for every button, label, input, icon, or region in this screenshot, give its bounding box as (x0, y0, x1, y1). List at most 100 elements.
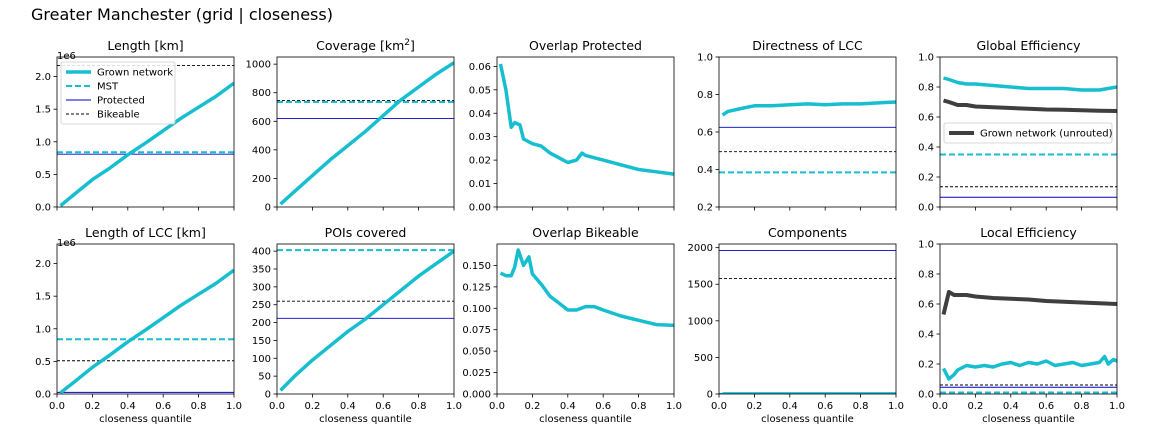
unrouted-series-line (941, 290, 1117, 315)
subplot-title: Components (768, 225, 847, 240)
grown-series-line (59, 268, 234, 394)
x-tick-label: 0.2 (84, 401, 100, 412)
y-tick-label: 0.03 (469, 132, 491, 143)
y-tick-label: 0.06 (469, 62, 491, 73)
x-tick-label: 0.8 (411, 401, 427, 412)
x-tick-label: 0.4 (560, 401, 576, 412)
axes-frame (718, 243, 897, 395)
legend-label: Grown network (unrouted) (980, 129, 1113, 140)
grown-series-line (499, 248, 674, 328)
y-tick-label: 200 (252, 318, 271, 329)
y-tick-label: 0.050 (462, 347, 491, 358)
y-tick-label: 0.0 (35, 390, 51, 401)
y-tick-label: 0.01 (469, 179, 491, 190)
subplot-title: Overlap Bikeable (532, 225, 639, 240)
y-tick-label: 1.0 (918, 53, 934, 64)
y-tick-label: 0.02 (469, 156, 491, 167)
subplot: Components 0 500 1000 1500 2000 0.0 0.2 0.4 0.6 0.… (688, 225, 904, 425)
y-tick-label: 200 (252, 174, 271, 185)
y-tick-label: 1.0 (35, 324, 51, 335)
y-tick-label: 0.6 (918, 300, 934, 311)
y-tick-label: 0.5 (35, 170, 51, 181)
x-axis-label: closeness quantile (982, 414, 1075, 425)
grown-series-line (498, 63, 674, 176)
x-tick-label: 1.0 (226, 401, 242, 412)
unrouted-series-line (942, 98, 1117, 113)
subplot: Overlap Bikeable 0.000 0.025 0.050 0.075 0.10… (462, 225, 682, 425)
legend-label: Protected (97, 96, 145, 107)
grown-series-line (721, 100, 896, 117)
y-tick-label: 50 (258, 372, 271, 383)
subplot: Directness of LCC 0.2 0.4 0.6 0.8 1.0 (697, 38, 897, 214)
grown-series-line (59, 81, 234, 207)
y-tick-label: 0.4 (697, 165, 713, 176)
x-tick-label: 0.2 (967, 401, 983, 412)
y-tick-label: 0.8 (918, 270, 934, 281)
axes-frame (276, 243, 455, 395)
y-tick-label: 0.05 (469, 85, 491, 96)
y-tick-label: 2000 (688, 243, 713, 254)
x-tick-label: 0.4 (120, 401, 136, 412)
y-tick-label: 0.0 (918, 203, 934, 214)
y-tick-label: 400 (252, 145, 271, 156)
subplot: Length of LCC [km] 0.0 0.5 1.0 1.5 2.0 1e6 0.0 0… (35, 225, 242, 425)
y-tick-label: 0.000 (462, 390, 491, 401)
subplot-title: Coverage [km2] (316, 38, 415, 53)
y-tick-label: 500 (694, 353, 713, 364)
y-tick-label: 0.6 (918, 113, 934, 124)
subplot-title: Length [km] (107, 38, 183, 53)
subplot: Global Efficiency 0.0 0.2 0.4 0.6 0.8 1.0 Grown… (918, 38, 1118, 214)
subplot: Overlap Protected 0.00 0.01 0.02 0.03 0.04 0.0… (469, 38, 675, 214)
y-tick-label: 0.0 (35, 203, 51, 214)
y-tick-label: 600 (252, 117, 271, 128)
figure-title: Greater Manchester (grid | closeness) (31, 5, 333, 24)
grown-series-line (279, 249, 454, 392)
y-tick-label: 1.0 (918, 240, 934, 251)
subplot-title: Global Efficiency (976, 38, 1081, 53)
y-tick-label: 0.4 (918, 143, 934, 154)
y-tick-label: 0.8 (697, 90, 713, 101)
x-tick-label: 0.0 (49, 401, 65, 412)
x-tick-label: 0.6 (595, 401, 611, 412)
y-tick-label: 2.0 (35, 72, 51, 83)
y-tick-label: 0 (265, 203, 271, 214)
subplot: POIs covered 0 50 100 150 200 250 300 350 400 0.0 0… (252, 225, 462, 425)
y-tick-label: 0.2 (918, 360, 934, 371)
y-tick-label: 1500 (688, 280, 713, 291)
grown-series-line (941, 354, 1117, 381)
x-tick-label: 0.4 (1003, 401, 1019, 412)
x-tick-label: 0.8 (191, 401, 207, 412)
axes-frame (56, 56, 235, 208)
y-tick-label: 0.5 (35, 357, 51, 368)
x-tick-label: 0.0 (711, 401, 727, 412)
y-tick-label: 1.0 (697, 53, 713, 64)
x-tick-label: 0.6 (375, 401, 391, 412)
y-tick-label: 0.100 (462, 304, 491, 315)
legend: Grown network (unrouted) (943, 122, 1113, 144)
x-tick-label: 0.2 (304, 401, 320, 412)
y-tick-label: 0.125 (462, 282, 491, 293)
legend: Grown network MST Protected Bikeable (60, 61, 176, 125)
y-tick-label: 0.2 (697, 203, 713, 214)
axes-frame (939, 56, 1118, 208)
y-tick-label: 0.04 (469, 109, 491, 120)
y-tick-label: 250 (252, 300, 271, 311)
axes-frame (496, 56, 675, 208)
grown-series-line (279, 61, 454, 206)
x-tick-label: 1.0 (666, 401, 682, 412)
y-offset-text: 1e6 (57, 51, 76, 62)
y-tick-label: 350 (252, 265, 271, 276)
axes-frame (276, 56, 455, 208)
x-tick-label: 0.4 (340, 401, 356, 412)
x-tick-label: 0.8 (1074, 401, 1090, 412)
y-tick-label: 0 (265, 390, 271, 401)
y-tick-label: 1.5 (35, 105, 51, 116)
y-tick-label: 0.075 (462, 325, 491, 336)
x-axis-label: closeness quantile (761, 414, 854, 425)
subplot-title: Local Efficiency (980, 225, 1077, 240)
y-tick-label: 0.025 (462, 368, 491, 379)
legend-label: Grown network (97, 68, 173, 79)
x-tick-label: 0.0 (489, 401, 505, 412)
